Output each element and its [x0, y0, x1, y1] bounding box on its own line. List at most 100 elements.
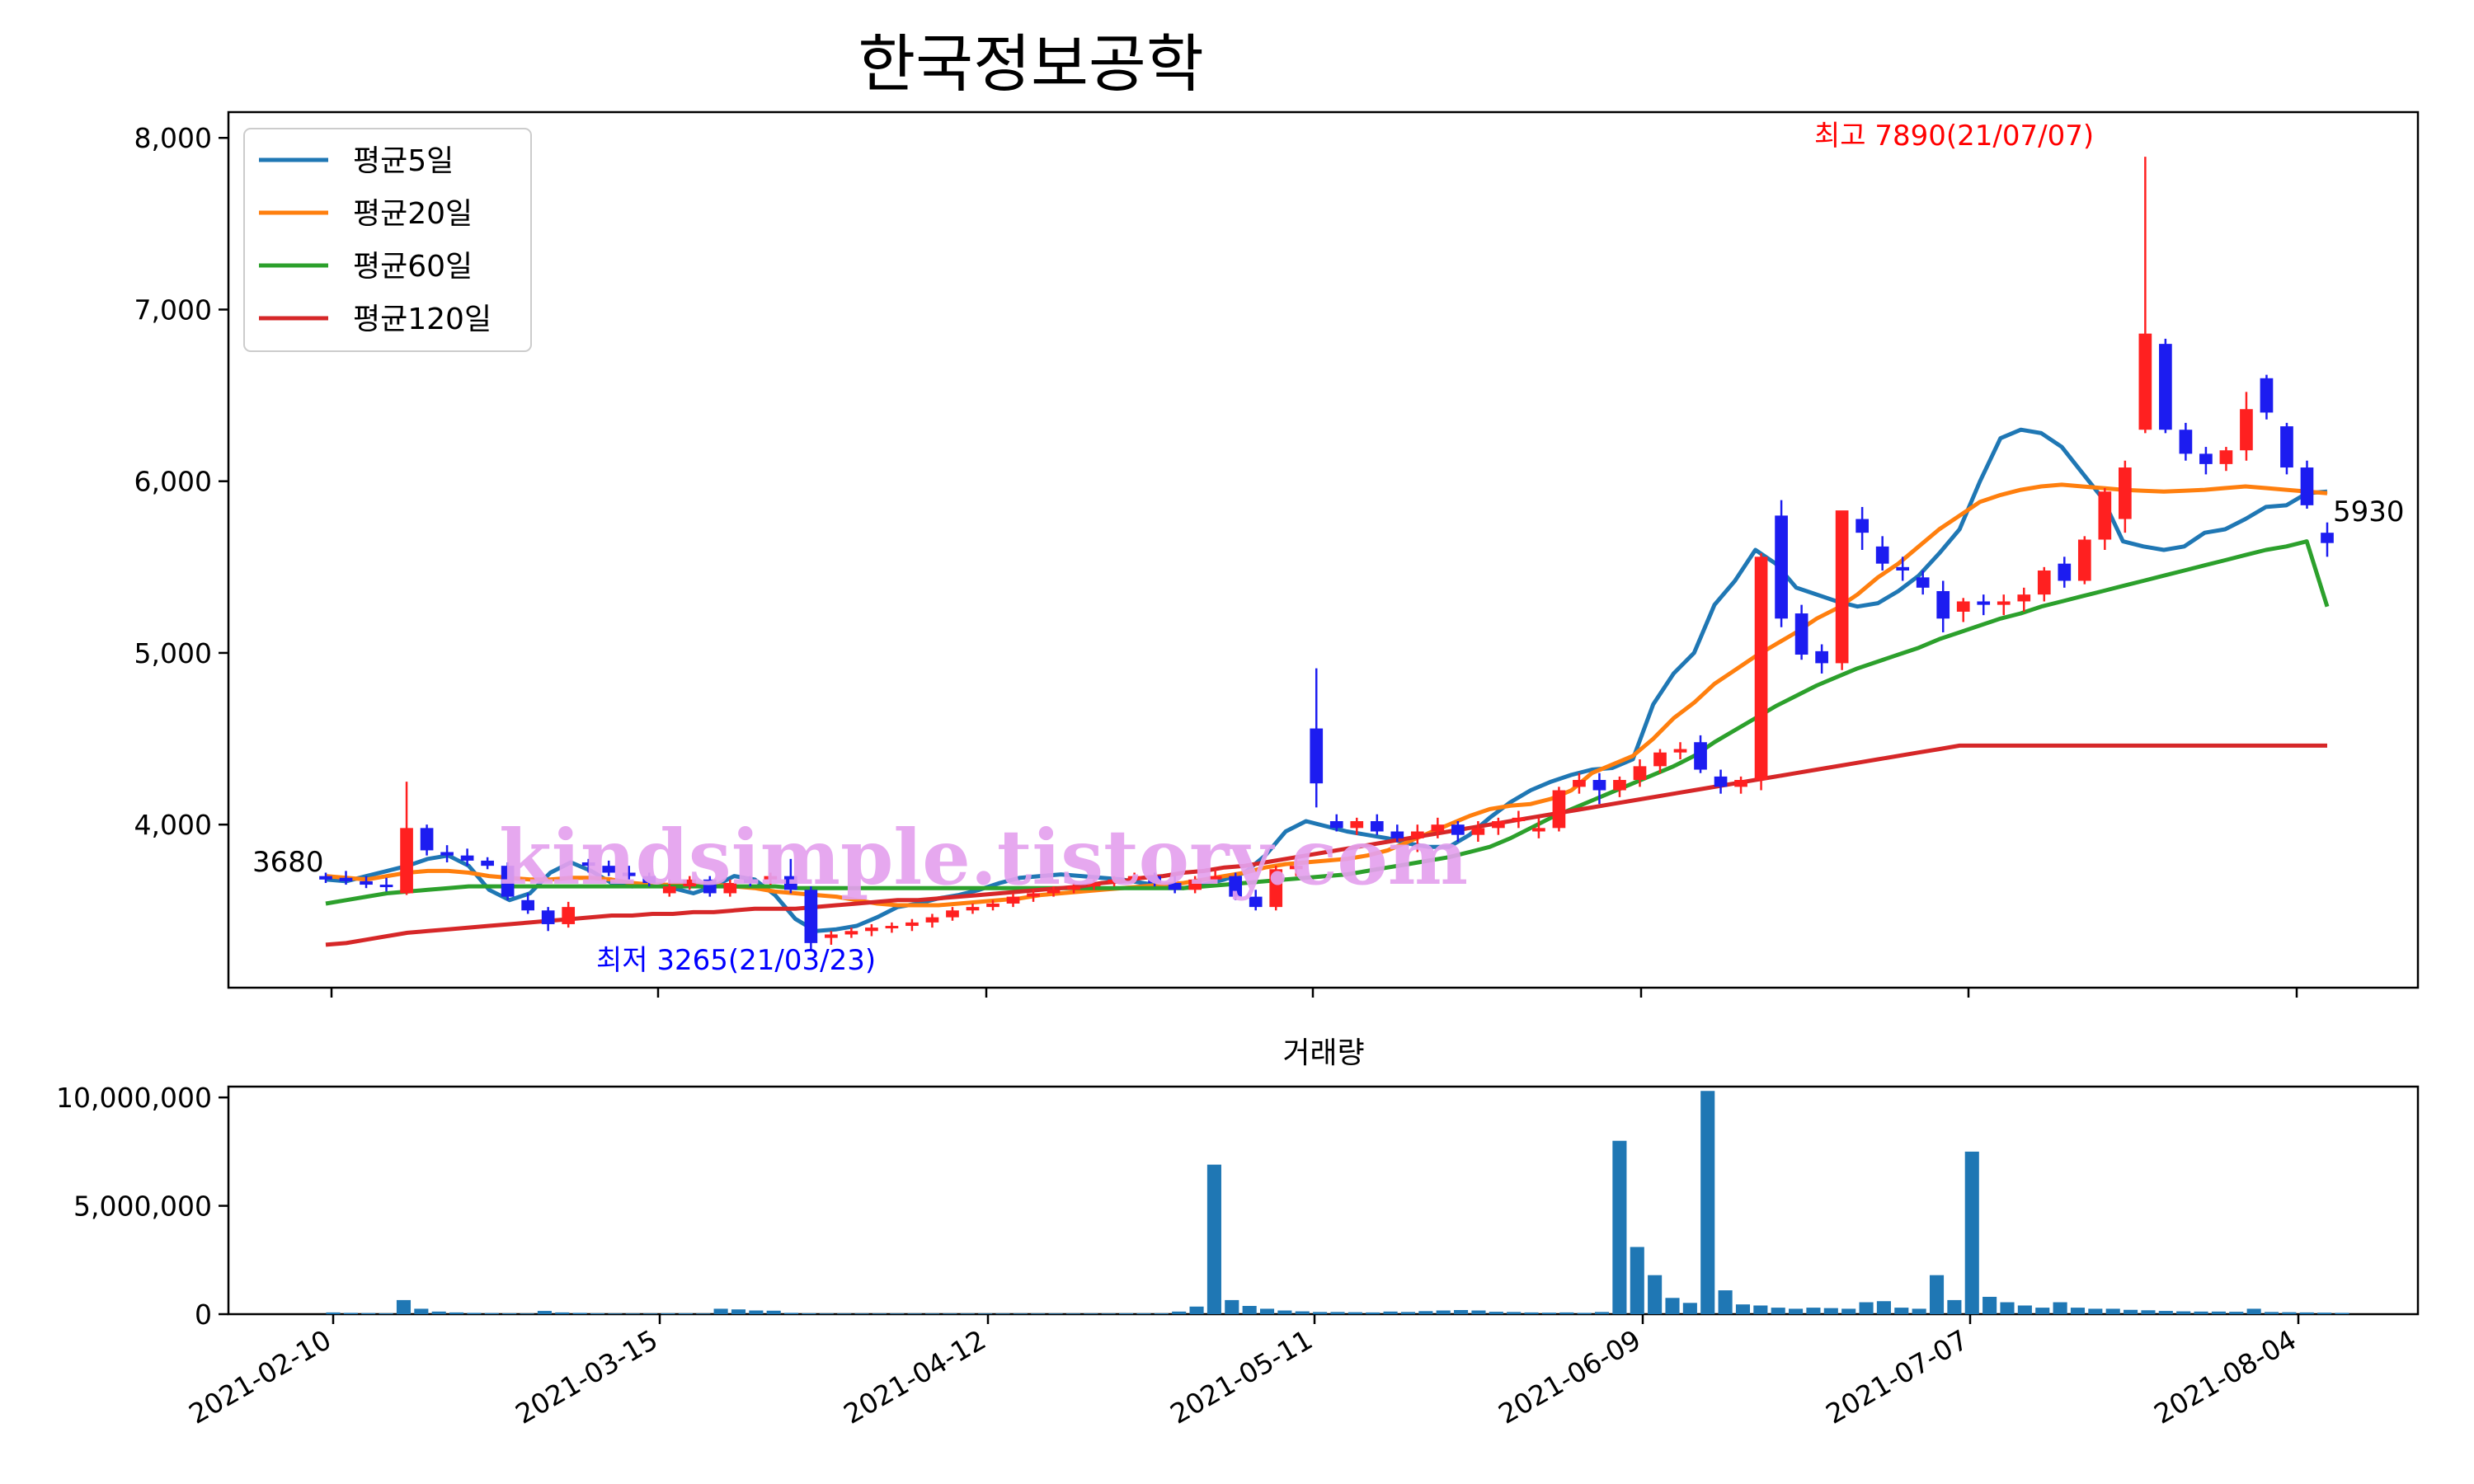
volume-bar [396, 1299, 412, 1314]
x-tick-date-label: 2021-03-15 [510, 1323, 663, 1430]
candle-body [2321, 533, 2334, 543]
volume-y-tick-label: 0 [195, 1298, 212, 1331]
chart-title: 한국정보공학 [858, 27, 1204, 101]
volume-bar [819, 1313, 834, 1314]
candle-body [2219, 450, 2233, 464]
candle-body [2017, 594, 2031, 602]
candle-body [925, 917, 939, 923]
candle-body [2098, 491, 2112, 540]
legend-box [243, 128, 532, 352]
volume-bar [2282, 1312, 2297, 1314]
volume-bar [1559, 1312, 1574, 1314]
candle-body [1613, 780, 1626, 791]
candle-body [400, 828, 413, 894]
candle-body [1350, 821, 1364, 829]
volume-bar [1630, 1247, 1644, 1314]
candle-body [1027, 893, 1040, 897]
candle-body [723, 882, 737, 894]
volume-bar [1859, 1302, 1874, 1314]
candle-body [481, 860, 494, 866]
volume-y-axis: 0 5,000,000 10,000,000 [56, 1082, 228, 1331]
candle-body [885, 926, 899, 929]
volume-bar [1771, 1308, 1785, 1314]
volume-bar [643, 1313, 658, 1314]
volume-bar [1471, 1310, 1486, 1314]
volume-bar [1084, 1313, 1098, 1314]
candle-body [541, 910, 555, 924]
candle-body [1956, 601, 1970, 612]
volume-bar [854, 1313, 869, 1314]
x-tick-date-label: 2021-04-12 [838, 1323, 991, 1430]
candle-body [642, 876, 656, 883]
candle-body [1127, 876, 1141, 880]
volume-bar [1648, 1275, 1663, 1314]
candle-body [1856, 519, 1869, 533]
candle-body [1067, 886, 1080, 890]
candle-body [683, 879, 697, 887]
volume-bar [1507, 1312, 1522, 1314]
candle-body [379, 885, 393, 888]
volume-bar [2194, 1311, 2208, 1314]
candle-body [1916, 577, 1930, 588]
volume-bar [2229, 1312, 2244, 1314]
candle-body [1188, 879, 1202, 890]
volume-bar [1665, 1298, 1680, 1314]
volume-bar [361, 1313, 376, 1314]
candle-body [784, 876, 797, 890]
candle-body [865, 928, 878, 932]
volume-bar [1753, 1305, 1768, 1314]
volume-bar [1454, 1310, 1469, 1314]
volume-bar [924, 1313, 940, 1314]
volume-bar [713, 1308, 728, 1314]
volume-bar [1189, 1306, 1204, 1314]
price-y-tick-label: 4,000 [134, 809, 212, 841]
volume-bar [1330, 1312, 1345, 1314]
candle-body [1006, 896, 1020, 904]
price-y-axis: 4,000 5,000 6,000 7,000 8,000 [134, 122, 228, 841]
high-annotation: 최고 7890(21/07/07) [1814, 120, 2094, 153]
candle-body [2280, 426, 2293, 468]
candle-body [1653, 752, 1667, 767]
candle-body [1249, 896, 1263, 908]
volume-bar [1577, 1313, 1592, 1314]
candle-body [360, 881, 373, 885]
volume-bar [1982, 1296, 1997, 1314]
watermark: kindsimple.tistory.com [499, 813, 1468, 902]
volume-bar [1524, 1312, 1539, 1314]
volume-bar [2105, 1308, 2120, 1314]
volume-bar [1929, 1275, 1945, 1314]
price-y-tick-label: 8,000 [134, 122, 212, 154]
candle-body [1694, 742, 1707, 770]
volume-bar [978, 1313, 993, 1314]
volume-bar [1242, 1306, 1257, 1314]
volume-bar [1065, 1313, 1081, 1314]
volume-bar [555, 1312, 570, 1314]
volume-bar [995, 1313, 1010, 1314]
candle-body [1673, 749, 1687, 753]
ma-line-ma120 [325, 743, 2327, 947]
volume-bar [1700, 1091, 1715, 1314]
candle-body [2058, 563, 2072, 581]
volume-bar [1612, 1140, 1627, 1314]
candle-body [2138, 333, 2152, 430]
candle-body [460, 855, 474, 861]
candle-body [1289, 866, 1303, 870]
candle-body [562, 907, 576, 924]
volume-bar [1947, 1299, 1962, 1314]
volume-bar [520, 1313, 534, 1314]
volume-panel-title: 거래량 [1282, 1036, 1364, 1070]
ma-line-ma60 [325, 539, 2330, 906]
candle-body [1997, 601, 2011, 605]
volume-bar [1400, 1312, 1416, 1314]
candle-body [1410, 831, 1424, 838]
volume-bar [766, 1310, 781, 1314]
volume-bar [2124, 1309, 2138, 1314]
end-price-label: 5930 [2333, 495, 2405, 528]
price-panel-frame [227, 110, 2420, 989]
candle-body [1896, 566, 1910, 571]
candle-body [521, 899, 534, 911]
volume-bar [502, 1313, 517, 1314]
price-y-tick-label: 5,000 [134, 637, 212, 669]
volume-bar [343, 1313, 358, 1314]
